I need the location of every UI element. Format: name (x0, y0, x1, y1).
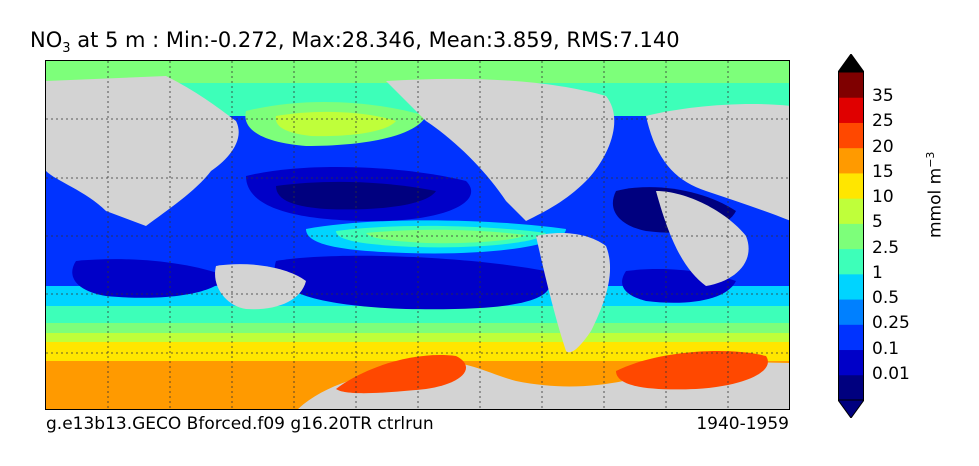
colorbar-tick-label: 1 (872, 262, 883, 283)
colorbar-tick-label: 10 (872, 187, 894, 208)
ocean-field (46, 61, 789, 409)
colorbar-segment (838, 273, 864, 300)
colorbar-tick-label: 5 (872, 212, 883, 233)
gyre-south-pacific (274, 255, 551, 310)
colorbar-segment (838, 324, 864, 351)
colorbar-tick-label: 0.25 (872, 313, 910, 334)
gyre-north-pacific-core (276, 181, 436, 210)
colorbar-units-label: mmol m−3 (924, 152, 946, 238)
colorbar-segment (838, 349, 864, 376)
title-stats: at 5 m : Min:-0.272, Max:28.346, Mean:3.… (70, 28, 680, 52)
land-north-america (386, 78, 615, 221)
colorbar-frame (838, 71, 864, 401)
colorbar-segment (838, 97, 864, 123)
colorbar-segment (838, 299, 864, 325)
colorbar-segment (838, 374, 864, 401)
colorbar-under-triangle (838, 399, 864, 418)
colorbar (838, 54, 864, 418)
colorbar-segment (838, 147, 864, 174)
colorbar-tick-label: 35 (872, 86, 894, 107)
land-eurasia-west (46, 76, 239, 226)
run-name-label: g.e13b13.GECO Bforced.f09 g16.20TR ctrlr… (46, 414, 434, 434)
colorbar-segment (838, 122, 864, 149)
land-eurasia-east (646, 104, 789, 221)
colorbar-over-triangle (838, 54, 864, 73)
colorbar-segment (838, 172, 864, 199)
colorbar-tick-label: 0.1 (872, 338, 900, 359)
graticule (46, 61, 789, 409)
high-no3-pacific-sector (336, 355, 466, 394)
colorbar-tick-label: 15 (872, 161, 894, 182)
land-south-america (536, 233, 611, 353)
map-panel (45, 60, 790, 410)
land-africa (656, 191, 749, 286)
colorbar-segment (838, 72, 864, 98)
gyre-indian (72, 259, 226, 298)
subpolar-pacific-core (275, 111, 396, 137)
units-main: mmol m (925, 167, 946, 238)
title-species: NO (30, 28, 63, 52)
colorbar-segment (838, 198, 864, 224)
colorbar-segment (838, 248, 864, 275)
high-no3-atlantic-sector (616, 351, 768, 390)
colorbar-tick-label: 0.01 (872, 363, 910, 384)
title-species-subscript: 3 (62, 41, 71, 57)
colorbar-tick-label: 20 (872, 136, 894, 157)
colorbar-tick-label: 0.5 (872, 288, 900, 309)
plot-title: NO3 at 5 m : Min:-0.272, Max:28.346, Mea… (30, 28, 680, 56)
colorbar-tick-label: 2.5 (872, 237, 900, 258)
colorbar-segment (838, 223, 864, 250)
equatorial-upwelling-3 (366, 229, 526, 244)
period-label: 1940-1959 (696, 414, 789, 434)
colorbar-tick-label: 25 (872, 111, 894, 132)
units-superscript: −3 (924, 151, 937, 168)
land-australia (215, 264, 306, 310)
